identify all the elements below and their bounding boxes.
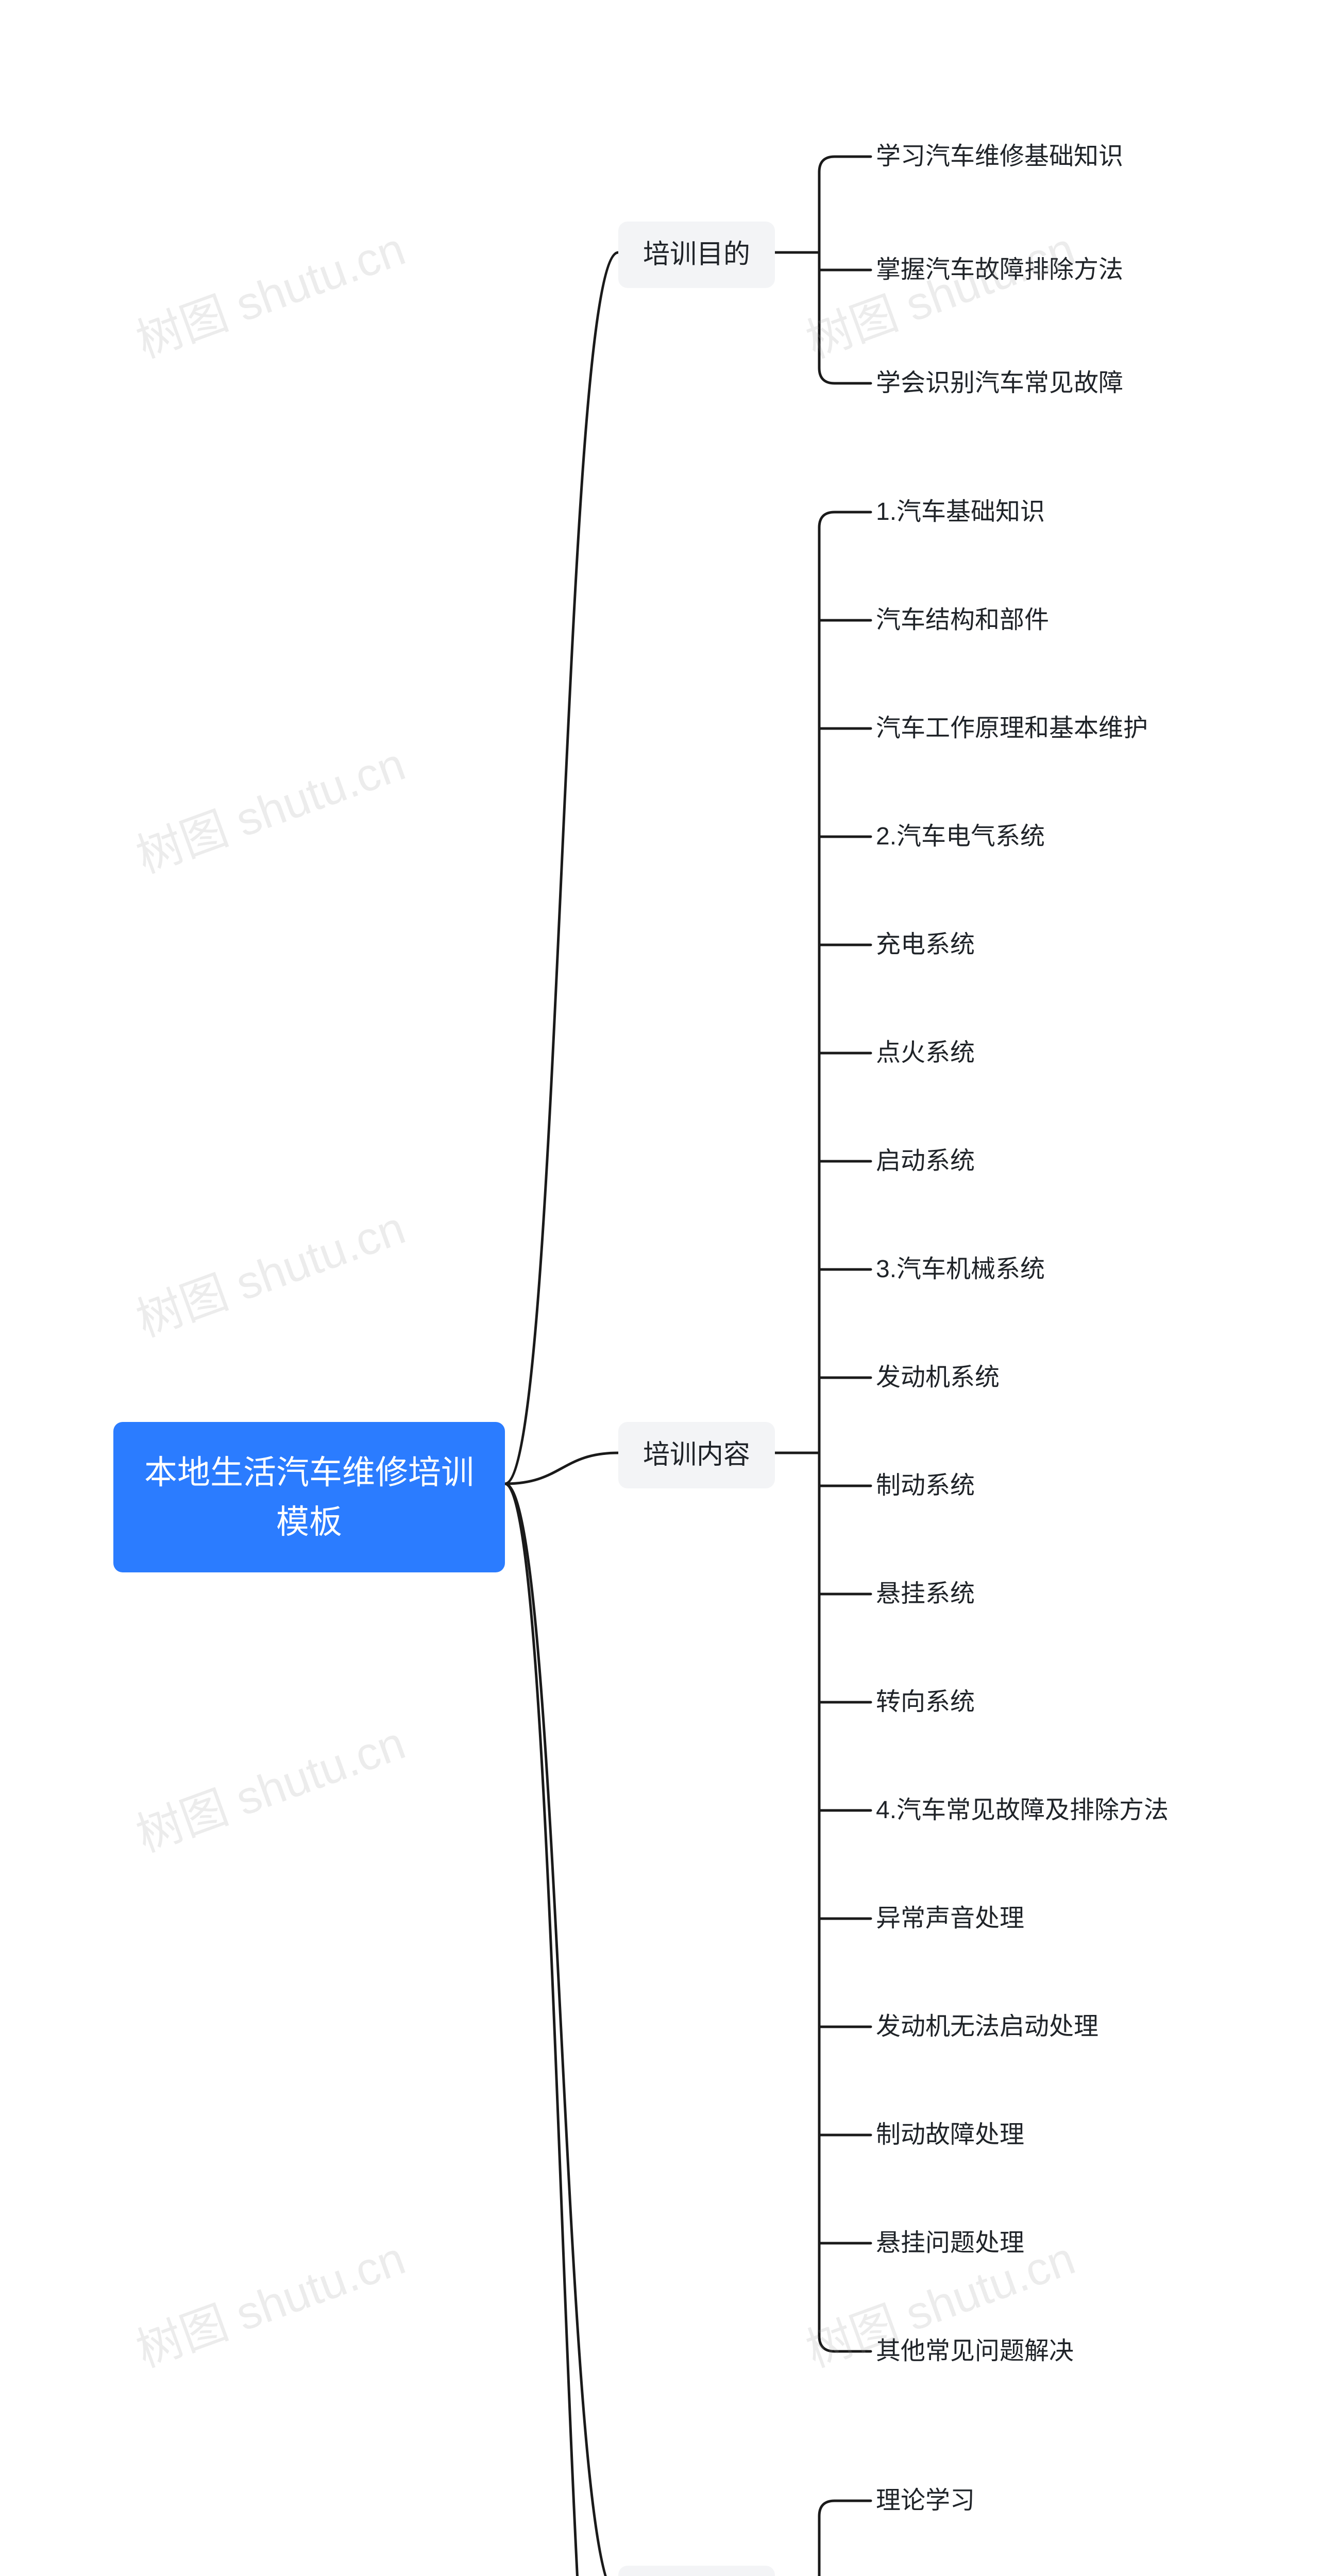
watermark: 树图 shutu.cn [126, 2221, 413, 2380]
root-node: 本地生活汽车维修培训模板 [113, 1422, 505, 1572]
leaf-node: 其他常见问题解决 [876, 2334, 1074, 2368]
leaf-node: 汽车工作原理和基本维护 [876, 711, 1148, 745]
watermark: 树图 shutu.cn [126, 1191, 413, 1350]
leaf-node: 转向系统 [876, 1685, 975, 1719]
watermark: 树图 shutu.cn [796, 212, 1083, 371]
leaf-node: 发动机无法启动处理 [876, 2009, 1098, 2044]
leaf-node: 异常声音处理 [876, 1901, 1024, 1936]
leaf-node: 1.汽车基础知识 [876, 495, 1045, 529]
watermark: 树图 shutu.cn [126, 212, 413, 371]
leaf-node: 悬挂系统 [876, 1577, 975, 1611]
leaf-node: 3.汽车机械系统 [876, 1252, 1045, 1286]
leaf-node: 发动机系统 [876, 1360, 1000, 1395]
leaf-node: 理论学习 [876, 2483, 975, 2518]
leaf-node: 启动系统 [876, 1144, 975, 1178]
leaf-node: 4.汽车常见故障及排除方法 [876, 1793, 1169, 1827]
leaf-node: 学会识别汽车常见故障 [876, 366, 1123, 400]
leaf-node: 2.汽车电气系统 [876, 819, 1045, 854]
leaf-node: 学习汽车维修基础知识 [876, 139, 1123, 174]
branch-node-b3: 培训方式 [618, 2566, 775, 2576]
leaf-node: 掌握汽车故障排除方法 [876, 252, 1123, 287]
branch-node-b2: 培训内容 [618, 1422, 775, 1488]
branch-node-b1: 培训目的 [618, 222, 775, 288]
leaf-node: 充电系统 [876, 927, 975, 962]
leaf-node: 悬挂问题处理 [876, 2226, 1024, 2260]
leaf-node: 点火系统 [876, 1036, 975, 1070]
watermark: 树图 shutu.cn [126, 727, 413, 886]
leaf-node: 制动系统 [876, 1468, 975, 1503]
leaf-node: 汽车结构和部件 [876, 603, 1049, 637]
watermark: 树图 shutu.cn [126, 1706, 413, 1865]
leaf-node: 制动故障处理 [876, 2117, 1024, 2152]
